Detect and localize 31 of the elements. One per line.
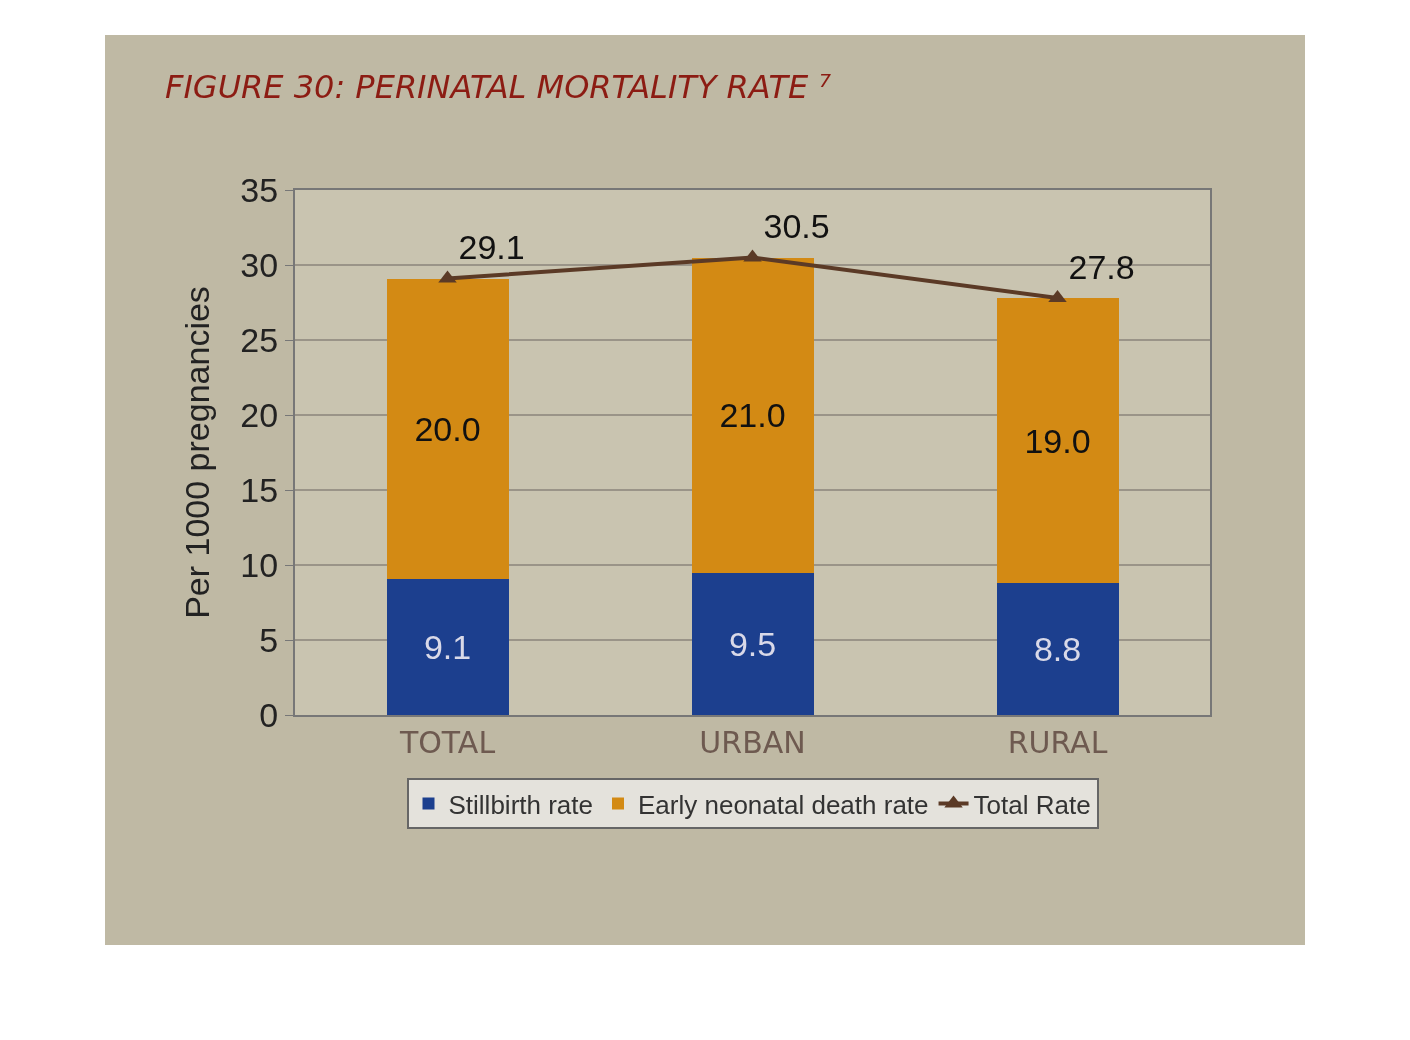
bar [386, 578, 509, 715]
y-tick-label: 0 [259, 695, 279, 734]
y-tick-label: 15 [240, 470, 279, 509]
y-tick-label: 30 [240, 245, 279, 284]
bar [691, 572, 814, 715]
bar [691, 257, 814, 573]
data-label: 30.5 [763, 207, 830, 245]
y-axis-title: Per 1000 pregnancies [178, 286, 217, 619]
chart-title: FIGURE 30: PERINATAL MORTALITY RATE ⁷ [165, 68, 832, 107]
data-label: 8.8 [1033, 630, 1082, 668]
data-label: 19.0 [1024, 421, 1091, 460]
x-tick-label: RURAL [1007, 725, 1108, 760]
x-tick-label: URBAN [699, 725, 806, 760]
bar [386, 278, 509, 579]
data-label: 29.1 [458, 228, 525, 266]
data-label: 27.8 [1068, 247, 1135, 286]
data-label: 21.0 [719, 396, 786, 434]
legend-label: Total Rate [973, 789, 1091, 820]
y-tick-label: 25 [240, 320, 279, 359]
bar [996, 298, 1119, 583]
bar [996, 583, 1119, 715]
data-label: 9.1 [423, 627, 472, 666]
data-label: 9.5 [728, 624, 777, 663]
y-tick-label: 20 [240, 395, 279, 434]
legend-label: Early neonatal death rate [638, 789, 929, 820]
y-tick-label: 35 [240, 170, 279, 209]
x-tick-label: TOTAL [398, 725, 496, 760]
legend-label: Stillbirth rate [448, 789, 593, 820]
y-tick-label: 10 [240, 545, 279, 584]
y-tick-label: 5 [259, 620, 279, 659]
data-label: 20.0 [414, 409, 481, 448]
